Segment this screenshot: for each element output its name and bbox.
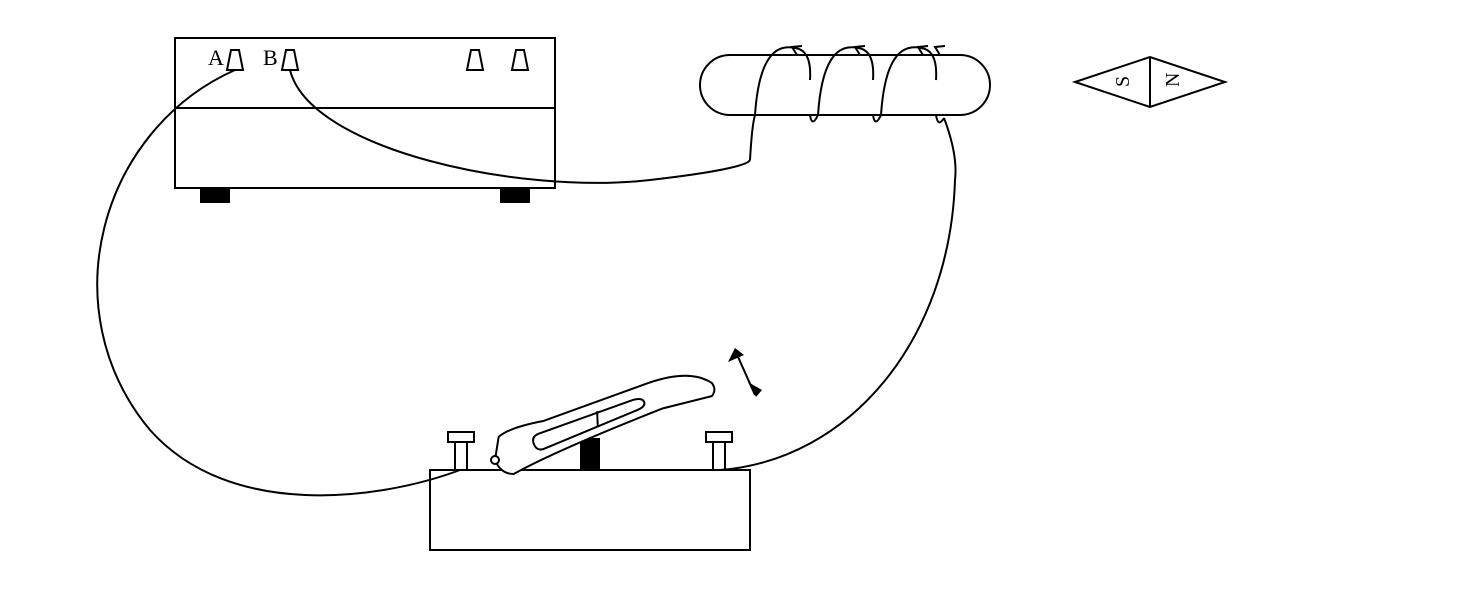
knife-switch: [430, 348, 762, 550]
terminal-b-label: B: [263, 45, 278, 70]
compass-needle: S N: [1075, 57, 1225, 107]
compass-s-label: S: [1112, 76, 1134, 87]
terminal-a-label: A: [208, 45, 224, 70]
power-supply: A B: [175, 38, 555, 203]
solenoid: [700, 46, 990, 180]
compass-n-label: N: [1162, 73, 1184, 87]
switch-direction-arrow: [728, 348, 762, 397]
circuit-diagram: A B S N: [0, 0, 1476, 592]
